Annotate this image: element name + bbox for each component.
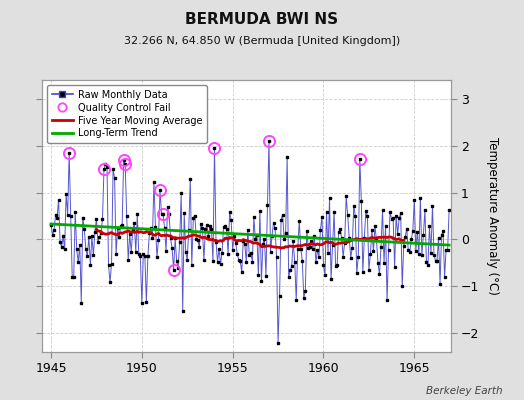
Legend: Raw Monthly Data, Quality Control Fail, Five Year Moving Average, Long-Term Tren: Raw Monthly Data, Quality Control Fail, … <box>47 85 208 143</box>
Text: Berkeley Earth: Berkeley Earth <box>427 386 503 396</box>
Y-axis label: Temperature Anomaly (°C): Temperature Anomaly (°C) <box>486 137 499 295</box>
Text: BERMUDA BWI NS: BERMUDA BWI NS <box>185 12 339 27</box>
Text: 32.266 N, 64.850 W (Bermuda [United Kingdom]): 32.266 N, 64.850 W (Bermuda [United King… <box>124 36 400 46</box>
